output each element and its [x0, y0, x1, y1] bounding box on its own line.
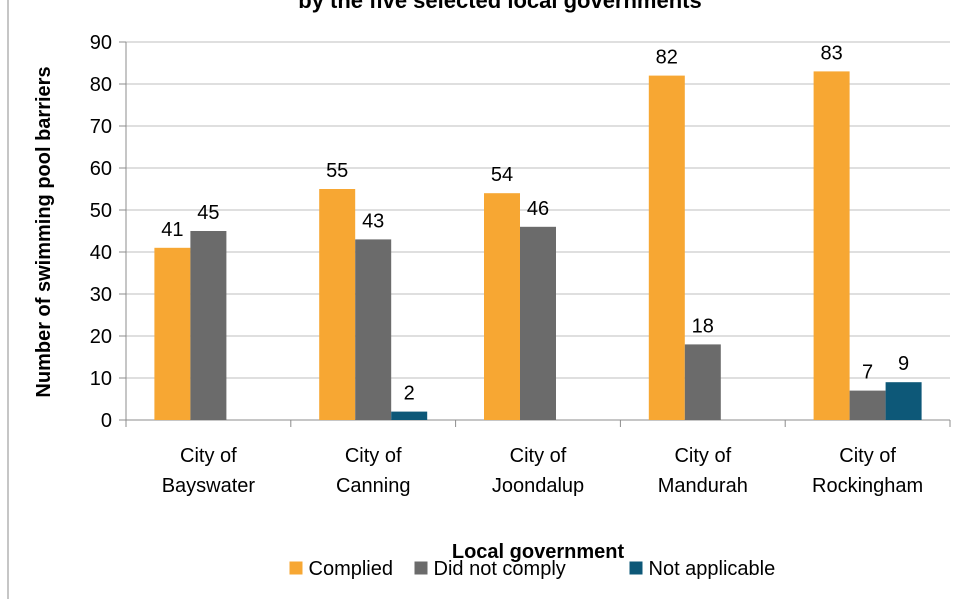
x-tick-label: City of [345, 445, 402, 467]
chart-title: by the five selected local governments [298, 0, 701, 13]
legend-item: Did not comply [414, 558, 566, 580]
bar-complied [648, 75, 685, 420]
x-tick-label: City of [839, 445, 896, 467]
data-label: 82 [656, 47, 678, 69]
legend-swatch [414, 561, 428, 575]
bar-did-not-comply [355, 239, 392, 420]
data-label: 2 [404, 383, 415, 405]
legend-swatch [629, 561, 643, 575]
x-tick-label: Bayswater [162, 475, 256, 497]
legend-label: Not applicable [649, 558, 776, 580]
legend-label: Complied [309, 558, 393, 580]
x-axis-title: Local government [452, 541, 625, 563]
y-tick-label: 0 [101, 410, 112, 432]
bar-did-not-comply [849, 390, 886, 420]
x-tick-label: Joondalup [492, 475, 584, 497]
bar-did-not-comply [684, 344, 721, 420]
y-tick-label: 10 [90, 368, 112, 390]
data-label: 45 [197, 202, 219, 224]
y-tick-label: 60 [90, 158, 112, 180]
legend-item: Not applicable [629, 558, 776, 580]
data-label: 83 [820, 42, 842, 64]
bar-complied [319, 189, 356, 420]
bar-did-not-comply [190, 231, 227, 420]
y-axis-title: Number of swimming pool barriers [33, 66, 55, 397]
x-tick-label: City of [180, 445, 237, 467]
legend: Complied Did not comply Not applicable [289, 558, 776, 580]
legend-swatch [289, 561, 303, 575]
data-label: 18 [692, 315, 714, 337]
x-tick-label: Rockingham [812, 475, 923, 497]
data-label: 9 [898, 353, 909, 375]
y-tick-label: 20 [90, 326, 112, 348]
y-tick-label: 80 [90, 74, 112, 96]
y-tick-label: 30 [90, 284, 112, 306]
legend-label: Did not comply [434, 558, 566, 580]
data-label: 43 [362, 210, 384, 232]
data-label: 55 [326, 160, 348, 182]
y-tick-label: 50 [90, 200, 112, 222]
bar-not-applicable [885, 382, 922, 420]
axes: 0 10 20 30 40 50 60 70 80 90 City of Bayswater City … [90, 32, 951, 497]
data-label: 41 [161, 219, 183, 241]
data-label: 54 [491, 164, 513, 186]
bar-complied [484, 193, 520, 420]
x-tick-label: City of [674, 445, 731, 467]
y-tick-label: 70 [90, 116, 112, 138]
data-label: 7 [862, 362, 873, 384]
data-labels: 41 45 55 43 2 54 46 82 18 83 7 9 [161, 42, 909, 404]
bars [154, 71, 922, 421]
bar-complied [154, 247, 191, 420]
bar-complied [813, 71, 850, 421]
x-tick-label: Mandurah [658, 475, 748, 497]
y-tick-label: 90 [90, 32, 112, 54]
y-tick-label: 40 [90, 242, 112, 264]
bar-did-not-comply [520, 226, 556, 420]
x-tick-label: City of [510, 445, 567, 467]
legend-item: Complied [289, 558, 393, 580]
bar-not-applicable [391, 411, 428, 420]
data-label: 46 [527, 198, 549, 220]
x-tick-label: Canning [336, 475, 411, 497]
